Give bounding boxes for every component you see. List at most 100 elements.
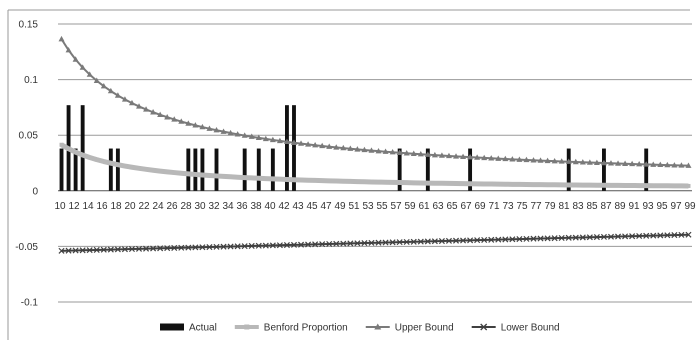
marker-benford: [348, 179, 353, 184]
legend-label: Benford Proportion: [264, 323, 348, 334]
marker-upper: [460, 153, 467, 159]
marker-upper: [234, 131, 241, 137]
marker-benford: [122, 164, 127, 169]
marker-benford: [559, 182, 564, 187]
x-tick-label: 83: [572, 201, 584, 212]
x-tick-label: 30: [194, 201, 206, 212]
marker-lower: [593, 234, 600, 241]
marker-benford: [200, 172, 205, 177]
marker-benford: [594, 183, 599, 188]
marker-benford: [108, 161, 113, 166]
x-tick-label: 18: [110, 201, 122, 212]
legend-label: Upper Bound: [395, 323, 454, 334]
marker-upper: [298, 140, 305, 146]
bar-actual: [397, 148, 402, 191]
y-tick-label: 0.05: [19, 131, 39, 142]
marker-lower: [234, 243, 241, 250]
bar-actual: [186, 148, 191, 191]
marker-upper: [312, 142, 319, 148]
marker-benford: [524, 182, 529, 187]
x-tick-label: 97: [670, 201, 682, 212]
marker-lower: [100, 246, 107, 253]
marker-lower: [290, 241, 298, 248]
marker-lower: [396, 239, 403, 246]
marker-upper: [622, 160, 629, 166]
marker-upper: [488, 155, 495, 161]
marker-upper: [389, 149, 396, 155]
marker-benford: [256, 176, 261, 181]
marker-upper: [431, 151, 438, 158]
marker-upper: [643, 161, 650, 167]
legend-marker-triangle: [374, 323, 382, 330]
x-tick-label: 93: [642, 201, 654, 212]
marker-lower: [516, 236, 523, 243]
marker-benford: [383, 180, 388, 185]
marker-benford: [313, 178, 318, 183]
x-tick-label: 22: [138, 201, 150, 212]
marker-lower: [199, 244, 206, 251]
marker-lower: [389, 239, 396, 246]
marker-lower: [262, 242, 269, 249]
marker-benford: [94, 157, 99, 162]
x-tick-label: 32: [208, 201, 220, 212]
marker-lower: [657, 232, 664, 239]
x-tick-label: 77: [530, 201, 542, 212]
marker-upper: [192, 122, 199, 128]
marker-lower: [107, 246, 114, 253]
bar-actual: [80, 105, 85, 191]
marker-upper: [593, 159, 600, 165]
x-tick-label: 99: [684, 201, 696, 212]
x-tick-label: 12: [68, 201, 80, 212]
marker-benford: [376, 180, 381, 185]
marker-upper: [143, 106, 150, 112]
marker-upper: [509, 156, 516, 162]
legend-item: Upper Bound: [365, 323, 454, 334]
marker-upper: [150, 109, 157, 115]
marker-lower: [403, 238, 410, 245]
marker-benford: [644, 183, 649, 188]
grid-layer: [7, 9, 692, 340]
marker-benford: [270, 176, 275, 181]
marker-upper: [206, 125, 213, 131]
bar-actual: [285, 105, 289, 191]
marker-benford: [531, 182, 536, 187]
marker-upper: [340, 144, 347, 151]
marker-upper: [283, 138, 290, 145]
marker-lower: [86, 247, 93, 254]
marker-lower: [255, 242, 262, 249]
bar-actual: [644, 148, 649, 191]
marker-lower: [502, 236, 509, 243]
marker-lower: [607, 233, 615, 240]
marker-upper: [227, 129, 234, 136]
marker-lower: [178, 244, 185, 251]
marker-lower: [600, 233, 607, 240]
marker-lower: [361, 240, 368, 247]
marker-benford: [665, 183, 670, 188]
marker-upper: [255, 134, 262, 141]
bar-actual: [292, 105, 296, 191]
marker-benford: [446, 181, 451, 186]
x-tick-label: 42: [278, 201, 290, 212]
marker-lower: [375, 239, 382, 246]
x-tick-label: 40: [264, 201, 276, 212]
bar-actual: [115, 148, 120, 191]
marker-upper: [551, 157, 558, 164]
marker-upper: [671, 162, 678, 168]
marker-benford: [503, 182, 508, 187]
marker-benford: [87, 155, 92, 160]
marker-lower: [248, 242, 255, 249]
marker-upper: [516, 156, 523, 162]
marker-benford: [186, 171, 191, 176]
marker-lower: [354, 240, 361, 247]
marker-benford: [630, 183, 635, 188]
marker-lower: [58, 247, 65, 254]
marker-upper: [65, 46, 72, 53]
marker-upper: [579, 159, 586, 165]
x-tick-label: 73: [502, 201, 514, 212]
marker-lower: [72, 247, 79, 254]
marker-upper: [93, 77, 100, 83]
marker-benford: [538, 182, 543, 187]
marker-upper: [262, 135, 269, 142]
marker-benford: [341, 179, 346, 184]
